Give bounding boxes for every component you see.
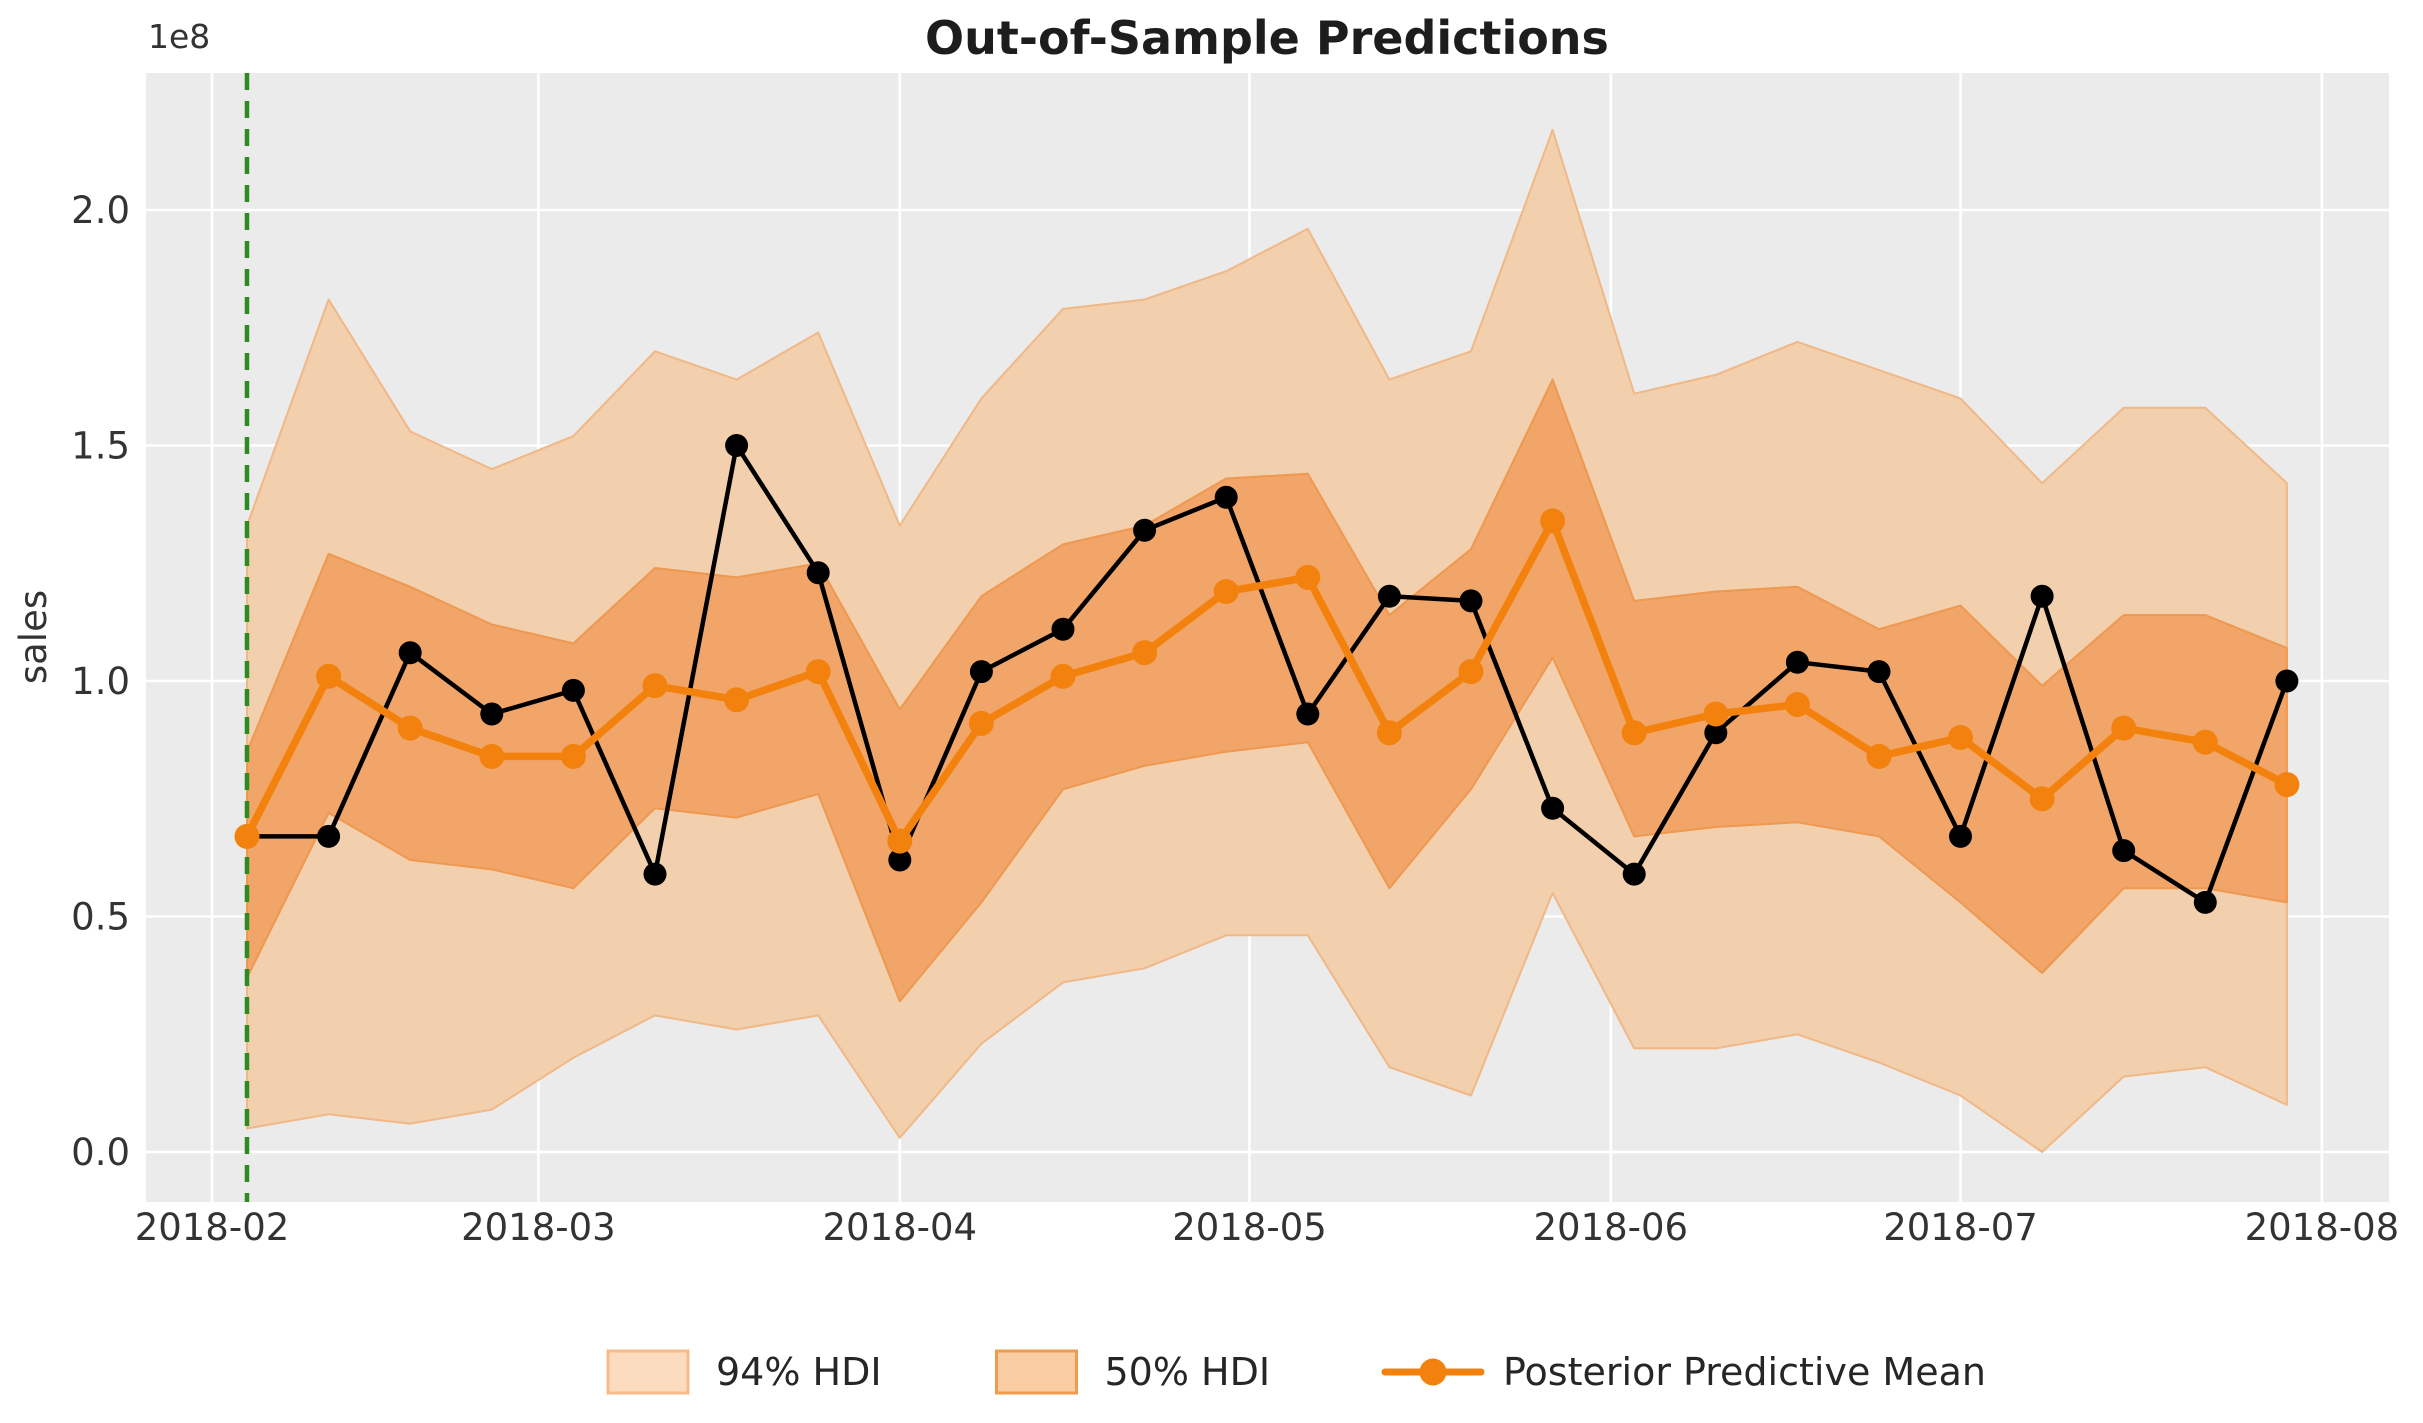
legend-label: 50% HDI: [1105, 1350, 1271, 1394]
posterior-mean-point: [1458, 659, 1484, 685]
posterior-mean-point: [1295, 564, 1321, 590]
observed-sales-point: [1459, 589, 1483, 613]
y-tick-label: 0.5: [71, 896, 130, 939]
posterior-mean-point: [887, 828, 913, 854]
observed-sales-point: [1949, 824, 1972, 848]
observed-sales-point: [969, 660, 993, 684]
observed-sales-point: [1867, 660, 1891, 684]
posterior-mean-point: [2274, 772, 2300, 798]
y-tick-label: 1.0: [71, 660, 130, 703]
observed-sales-point: [1704, 721, 1728, 745]
posterior-mean-point: [1050, 663, 1076, 689]
x-tick-label: 2018-08: [2245, 1206, 2400, 1249]
x-tick-label: 2018-02: [135, 1206, 290, 1249]
legend: 94% HDI 50% HDI Posterior Predictive Mean: [606, 1349, 1986, 1395]
observed-sales-point: [2030, 584, 2054, 608]
observed-sales-point: [643, 862, 667, 886]
observed-sales-point: [2112, 839, 2136, 863]
posterior-mean-point: [1948, 725, 1973, 750]
plot-area: [146, 73, 2389, 1202]
posterior-mean-point: [2029, 786, 2055, 812]
legend-label: Posterior Predictive Mean: [1503, 1350, 1986, 1394]
posterior-mean-point: [2111, 715, 2137, 741]
posterior-mean-point: [968, 710, 994, 736]
x-tick-label: 2018-04: [822, 1206, 977, 1249]
legend-swatch-50-hdi: [995, 1349, 1078, 1395]
y-tick-label: 0.0: [71, 1131, 130, 1174]
observed-sales-point: [1377, 584, 1401, 608]
posterior-mean-point: [316, 663, 342, 689]
x-tick-label: 2018-07: [1883, 1206, 2038, 1249]
observed-sales-point: [398, 641, 422, 665]
posterior-mean-point: [1703, 701, 1729, 727]
x-tick-label: 2018-06: [1533, 1206, 1688, 1249]
posterior-mean-point: [234, 823, 260, 849]
posterior-mean-point: [1376, 720, 1402, 746]
posterior-mean-point: [805, 659, 831, 685]
observed-sales-point: [2275, 669, 2299, 693]
observed-sales-point: [806, 561, 830, 585]
observed-sales-point: [480, 702, 504, 726]
legend-swatch-94-hdi: [606, 1349, 690, 1395]
observed-sales-point: [1133, 518, 1157, 542]
posterior-mean-point: [1621, 720, 1647, 746]
observed-sales-point: [317, 824, 341, 848]
observed-sales-point: [1296, 702, 1320, 726]
observed-sales-point: [1214, 485, 1238, 509]
x-tick-label: 2018-05: [1172, 1206, 1327, 1249]
observed-sales-point: [725, 434, 749, 457]
observed-sales-point: [1785, 650, 1809, 674]
posterior-mean-point: [1784, 692, 1810, 717]
posterior-mean-point: [560, 743, 586, 769]
posterior-mean-point: [1132, 640, 1158, 666]
y-axis-offset-label: 1e8: [148, 17, 210, 56]
posterior-mean-point: [642, 673, 668, 699]
chart-title: Out-of-Sample Predictions: [925, 11, 1609, 65]
posterior-mean-point: [397, 715, 423, 741]
observed-sales-line: [244, 443, 2290, 905]
x-tick-label: 2018-03: [461, 1206, 616, 1249]
posterior-mean-point: [1866, 743, 1892, 769]
posterior-mean-point: [479, 743, 505, 769]
posterior-mean-point: [2192, 729, 2218, 755]
y-tick-label: 2.0: [71, 189, 130, 232]
legend-label: 94% HDI: [716, 1350, 882, 1394]
observed-sales-point: [561, 678, 585, 702]
axis-ticks: 2018-02 2018-03 2018-04 2018-05 2018-06 2018-…: [71, 189, 2399, 1249]
observed-sales-point: [1051, 617, 1075, 641]
observed-sales-point: [888, 848, 912, 872]
observed-sales-point: [2193, 890, 2217, 914]
posterior-mean-point: [1540, 508, 1566, 534]
observed-sales-point: [1541, 796, 1565, 820]
legend-mean-marker: [1419, 1358, 1447, 1386]
y-tick-label: 1.5: [71, 425, 130, 468]
y-axis-title: sales: [12, 590, 55, 684]
posterior-mean-line: [243, 517, 2291, 845]
posterior-mean-point: [1213, 579, 1239, 604]
posterior-mean-point: [724, 687, 750, 713]
observed-sales-point: [1622, 862, 1646, 886]
hdi-50-band: [246, 378, 2288, 1003]
